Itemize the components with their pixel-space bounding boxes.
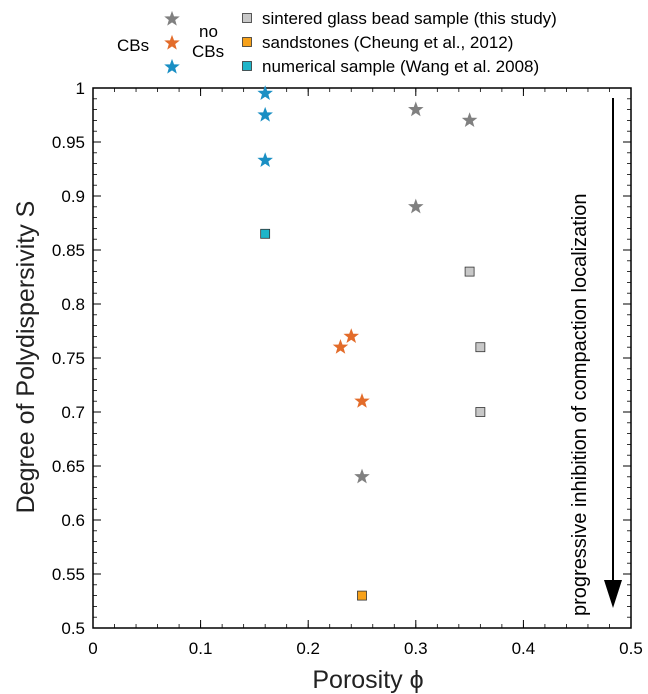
y-tick-label: 0.5 bbox=[61, 619, 85, 638]
data-point-star bbox=[408, 198, 424, 214]
plot-area bbox=[92, 87, 632, 629]
legend-square-glass-marker bbox=[242, 13, 252, 23]
y-tick-label: 0.8 bbox=[61, 295, 85, 314]
y-tick-label: 0.65 bbox=[52, 457, 85, 476]
y-tick-label: 1 bbox=[76, 79, 85, 98]
data-points bbox=[257, 85, 486, 601]
legend-entry-0-label: sintered glass bead sample (this study) bbox=[262, 9, 557, 28]
annotation-arrowhead bbox=[604, 580, 622, 608]
data-point-square bbox=[357, 590, 367, 601]
x-tick-label: 0.5 bbox=[619, 639, 643, 658]
legend-cbs-label: CBs bbox=[117, 36, 149, 55]
data-point-star bbox=[461, 112, 478, 128]
legend-entry-1-label: sandstones (Cheung et al., 2012) bbox=[262, 33, 513, 52]
x-tick-label: 0.2 bbox=[296, 639, 320, 658]
axis-ticks bbox=[92, 87, 632, 629]
y-tick-label: 0.6 bbox=[61, 511, 85, 530]
data-point-star bbox=[354, 393, 370, 408]
x-tick-label: 0.1 bbox=[189, 639, 213, 658]
data-point-star bbox=[332, 339, 349, 354]
x-tick-label: 0.4 bbox=[512, 639, 536, 658]
data-point-square bbox=[475, 407, 486, 417]
y-tick-label: 0.85 bbox=[52, 241, 85, 260]
legend-square-sandstone-marker bbox=[242, 37, 252, 47]
y-tick-label: 0.9 bbox=[61, 187, 85, 206]
data-point-star bbox=[257, 85, 273, 101]
legend-no-cbs-label-1: no bbox=[199, 22, 218, 41]
y-tick-label: 0.55 bbox=[52, 565, 85, 584]
legend-star-numerical-marker bbox=[164, 58, 180, 74]
legend-no-cbs-label-2: CBs bbox=[192, 42, 224, 61]
legend-square-numerical-marker bbox=[242, 61, 252, 71]
y-axis-title: Degree of Polydispersivity S bbox=[12, 201, 40, 514]
data-point-star bbox=[343, 328, 360, 344]
legend-star-sandstone-marker bbox=[164, 34, 180, 50]
y-tick-label: 0.95 bbox=[52, 133, 85, 152]
data-point-star bbox=[354, 468, 370, 484]
y-tick-label: 0.75 bbox=[52, 349, 85, 368]
legend: CBs no CBs sintered glass bead sample (t… bbox=[117, 9, 557, 76]
legend-star-glass-marker bbox=[164, 10, 180, 26]
x-tick-label: 0.3 bbox=[404, 639, 428, 658]
data-point-star bbox=[257, 152, 273, 167]
data-point-star bbox=[257, 106, 273, 122]
data-point-square bbox=[464, 266, 475, 277]
legend-entry-2-label: numerical sample (Wang et al. 2008) bbox=[262, 57, 539, 76]
data-point-star bbox=[408, 101, 424, 117]
data-point-square bbox=[260, 228, 271, 239]
x-tick-label: 0 bbox=[88, 639, 97, 658]
x-axis-title: Porosity ϕ bbox=[312, 666, 423, 694]
axis-tick-labels: 0 0.1 0.2 0.3 0.4 0.5 0.5 0.55 0.6 0.65 0.7 0.75 0.8… bbox=[52, 79, 643, 658]
annotation-text: progressive inhibition of compaction loc… bbox=[569, 194, 591, 616]
y-tick-label: 0.7 bbox=[61, 403, 85, 422]
data-point-square bbox=[475, 342, 486, 353]
